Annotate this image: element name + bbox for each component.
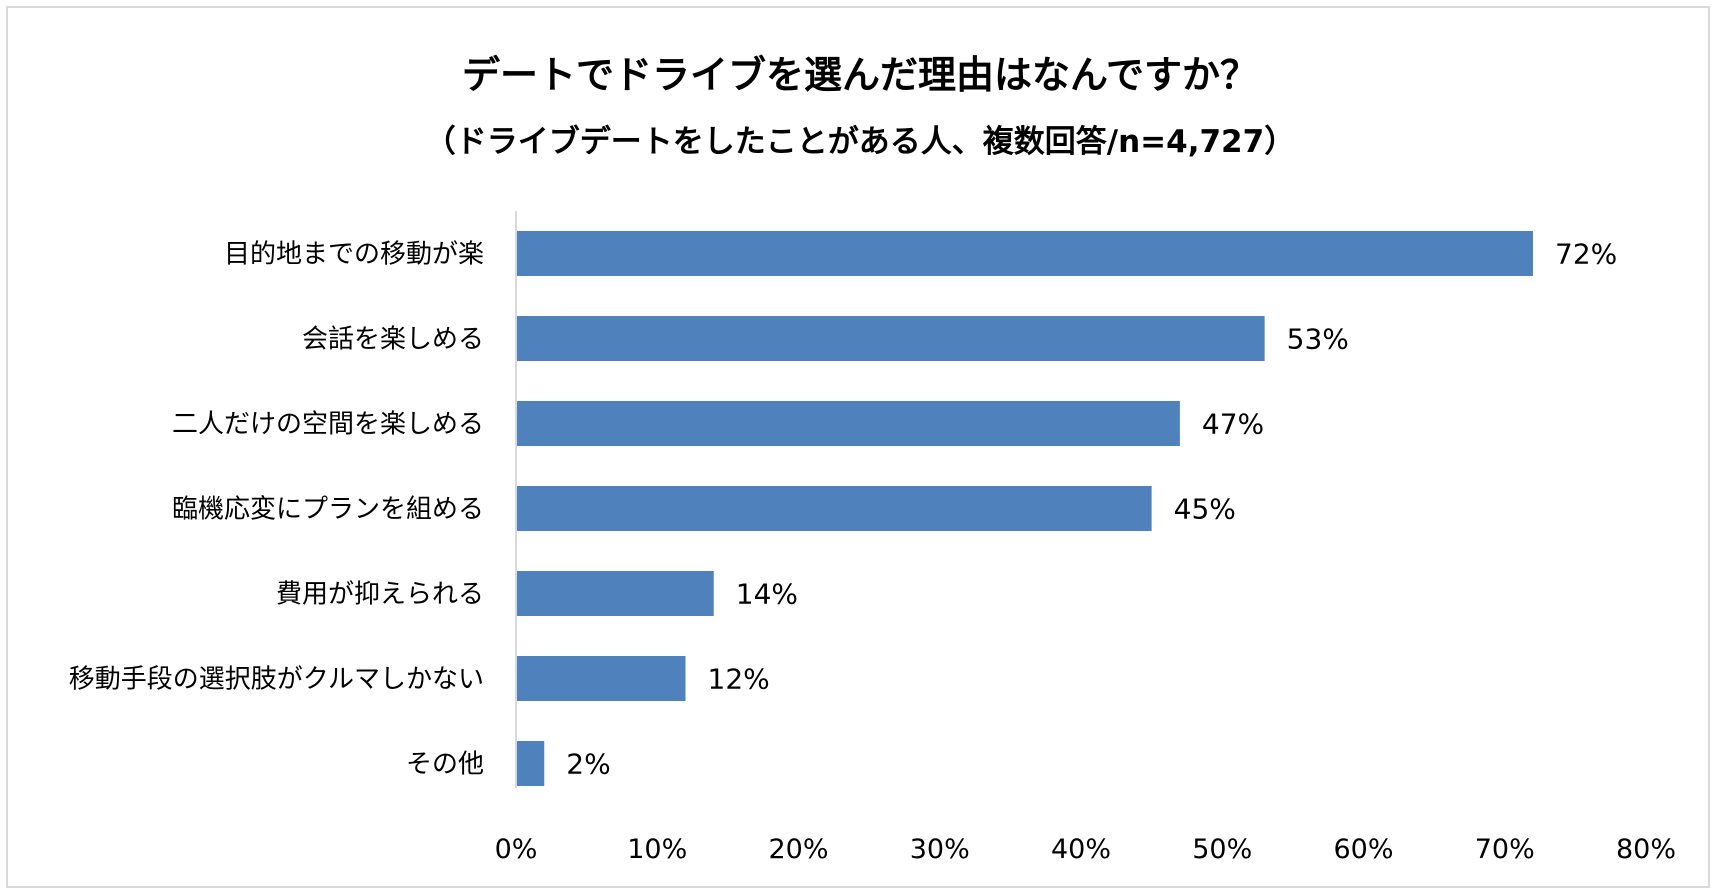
category-label: その他 (406, 750, 484, 780)
x-tick-label: 20% (768, 834, 828, 865)
chart-title: デートでドライブを選んだ理由はなんですか？ (461, 53, 1259, 97)
value-label: 72% (1555, 238, 1617, 271)
category-label: 費用が抑えられる (276, 580, 484, 610)
x-tick-label: 10% (627, 834, 687, 865)
category-label: 目的地までの移動が楽 (224, 240, 484, 270)
value-label: 12% (708, 663, 770, 696)
category-label: 臨機応変にプランを組める (172, 495, 484, 525)
value-label: 2% (566, 748, 610, 781)
bar (517, 316, 1265, 361)
x-tick-label: 70% (1475, 834, 1535, 865)
labels-layer: 目的地までの移動が楽 72% 会話を楽しめる 53% 二人だけの空間を楽しめる 47% 臨機… (69, 238, 1676, 866)
chart-subtitle: （ドライブデートをしたことがある人、複数回答/n=4,727） (424, 124, 1296, 160)
bar (517, 656, 686, 701)
x-tick-label: 60% (1333, 834, 1393, 865)
value-label: 14% (736, 578, 798, 611)
category-label: 二人だけの空間を楽しめる (172, 410, 484, 440)
x-tick-label: 80% (1616, 834, 1676, 865)
bar (517, 231, 1533, 276)
bars-layer (517, 231, 1533, 786)
category-label: 移動手段の選択肢がクルマしかない (69, 665, 484, 695)
bar (517, 741, 545, 786)
bar (517, 401, 1180, 446)
x-tick-label: 30% (910, 834, 970, 865)
chart-frame (6, 6, 1710, 888)
value-label: 45% (1174, 493, 1236, 526)
value-label: 47% (1202, 408, 1264, 441)
category-label: 会話を楽しめる (302, 325, 484, 355)
x-tick-label: 0% (495, 834, 538, 865)
value-label: 53% (1287, 323, 1349, 356)
x-tick-label: 50% (1192, 834, 1252, 865)
x-tick-label: 40% (1051, 834, 1111, 865)
bar (517, 486, 1152, 531)
bar (517, 571, 714, 616)
